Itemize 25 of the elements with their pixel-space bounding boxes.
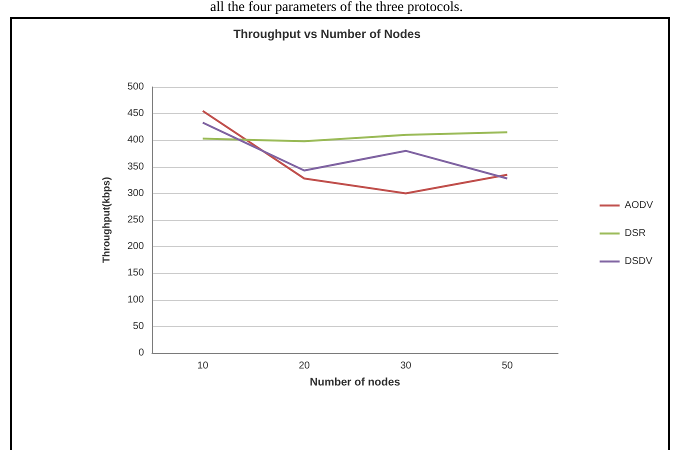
legend-label: DSDV [624,256,653,267]
legend-label: DSR [624,228,646,239]
y-tick-label: 300 [127,188,144,199]
line-series [202,110,508,194]
x-tick-label: 30 [400,360,412,372]
x-tick-label: 20 [298,360,310,372]
text: all the four parameters of the three protocols. [209,0,464,16]
line-series [202,131,508,142]
y-tick-label: 0 [138,348,144,358]
x-tick-label: 50 [502,360,514,372]
y-tick-label: 50 [132,320,144,332]
y-tick-label: 100 [127,294,144,306]
x-tick-label: 10 [197,360,209,372]
y-tick-label: 150 [127,268,144,279]
x-axis-title: Number of nodes [310,376,400,388]
y-tick-label: 500 [127,82,144,92]
y-tick-label: 250 [127,214,144,226]
line-series [202,122,508,180]
y-tick-label: 450 [127,108,144,120]
legend-label: AODV [624,200,654,211]
y-tick-label: 200 [127,241,144,252]
y-axis-title: Throughput(kbps) [102,176,112,264]
y-tick-label: 350 [127,161,144,172]
y-tick-label: 400 [127,134,144,146]
chart-title: Throughput vs Number of Nodes [233,27,421,41]
